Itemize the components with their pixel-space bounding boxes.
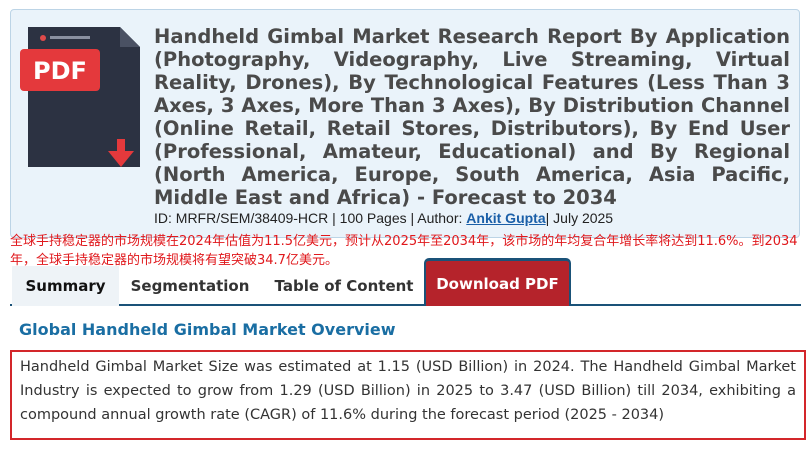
tab-summary[interactable]: Summary [12, 266, 119, 306]
overview-highlight-box: Handheld Gimbal Market Size was estimate… [10, 350, 806, 440]
chinese-summary-annotation: 全球手持稳定器的市场规模在2024年估值为11.5亿美元，预计从2025年至20… [10, 234, 798, 268]
report-title: Handheld Gimbal Market Research Report B… [154, 25, 790, 209]
report-header-card [10, 9, 800, 238]
author-link[interactable]: Ankit Gupta [466, 210, 546, 226]
overview-text: Handheld Gimbal Market Size was estimate… [20, 359, 796, 423]
pdf-document-download-icon[interactable]: PDF [20, 27, 140, 167]
tab-bar: Summary Segmentation Table of Content Do… [10, 258, 801, 306]
report-meta: ID: MRFR/SEM/38409-HCR | 100 Pages | Aut… [154, 210, 613, 226]
download-pdf-button[interactable]: Download PDF [424, 258, 571, 306]
overview-heading: Global Handheld Gimbal Market Overview [19, 320, 396, 339]
pdf-label: PDF [33, 57, 87, 85]
tab-table-of-content[interactable]: Table of Content [274, 277, 414, 295]
report-date: | July 2025 [545, 210, 614, 226]
tab-segmentation[interactable]: Segmentation [130, 277, 250, 295]
report-id-pages: ID: MRFR/SEM/38409-HCR | 100 Pages | Aut… [154, 210, 467, 226]
tab-bar-underline [10, 304, 801, 306]
